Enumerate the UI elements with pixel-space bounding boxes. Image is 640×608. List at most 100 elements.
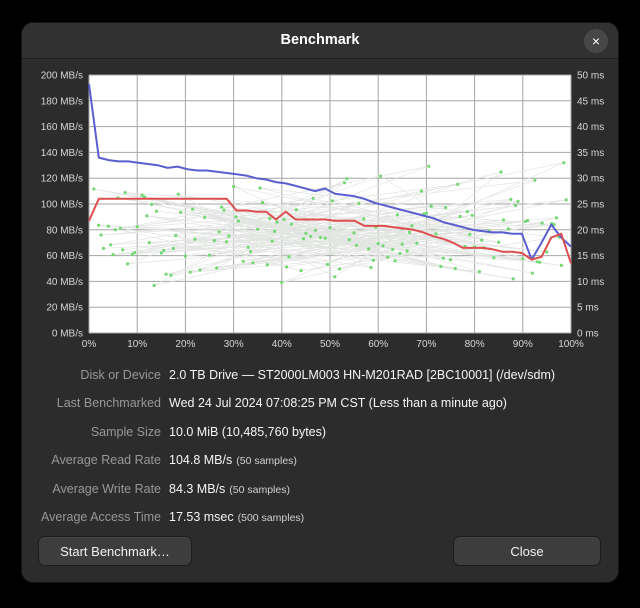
access-time-point: [101, 246, 106, 250]
access-time-point: [521, 257, 525, 261]
access-time-point: [220, 205, 224, 209]
right-axis-label: 10 ms: [577, 277, 604, 288]
right-axis-label: 15 ms: [577, 251, 604, 262]
access-time-point: [506, 227, 510, 231]
access-time-point: [562, 161, 566, 165]
x-axis-label: 20%: [175, 339, 195, 350]
access-time-point: [152, 283, 156, 288]
access-time-point: [191, 207, 195, 211]
access-time-point: [217, 230, 221, 234]
access-time-point: [367, 247, 371, 251]
right-axis-label: 0 ms: [577, 329, 599, 340]
access-time-point: [176, 192, 180, 196]
access-time-point: [441, 256, 445, 260]
right-axis-label: 45 ms: [577, 96, 604, 107]
access-time-point: [415, 241, 419, 245]
benchmark-chart: 200 MB/s 180 MB/s 160 MB/s 140 MB/s 120 MB/s…: [41, 71, 604, 351]
access-time-point: [429, 204, 433, 208]
access-time-point: [501, 218, 506, 222]
x-axis-label: 30%: [224, 339, 244, 350]
access-time-point: [212, 239, 216, 243]
access-time-point: [357, 201, 361, 206]
access-time-point: [111, 253, 115, 257]
access-time-point: [207, 253, 212, 257]
access-time-point: [241, 259, 245, 263]
start-benchmark-button[interactable]: Start Benchmark…: [38, 536, 192, 566]
access-time-point: [198, 268, 202, 272]
detail-value: 84.3 MB/s (50 samples): [169, 481, 290, 496]
left-axis-label: 100 MB/s: [41, 200, 83, 211]
access-time-point: [246, 245, 250, 249]
access-time-point: [123, 191, 127, 195]
access-time-point: [282, 217, 286, 222]
access-time-point: [465, 210, 469, 214]
access-time-point: [188, 270, 192, 274]
access-time-point: [215, 266, 219, 270]
left-axis-label: 140 MB/s: [41, 148, 83, 159]
detail-label: Average Access Time: [41, 509, 161, 524]
access-time-point: [434, 232, 438, 236]
access-time-point: [232, 184, 236, 189]
access-time-point: [260, 200, 265, 205]
access-time-point: [439, 264, 443, 268]
access-time-point: [147, 241, 151, 245]
read-rate-line: [88, 83, 572, 261]
detail-row-avg-read-rate: Average Read Rate 104.8 MB/s (50 samples): [22, 446, 618, 474]
access-time-point: [150, 202, 154, 207]
access-time-point: [273, 229, 277, 233]
access-time-point: [174, 233, 178, 238]
detail-label: Average Read Rate: [51, 453, 161, 468]
access-time-point: [169, 273, 173, 277]
access-time-point: [109, 243, 113, 247]
access-time-point: [371, 258, 375, 262]
access-time-point: [535, 260, 539, 264]
access-time-point: [526, 218, 530, 223]
benchmark-details: Disk or Device 2.0 TB Drive — ST2000LM00…: [22, 361, 618, 531]
detail-row-avg-access-time: Average Access Time 17.53 msec (500 sampl…: [22, 503, 618, 531]
access-time-point: [328, 226, 332, 230]
access-time-point: [318, 235, 322, 240]
access-time-point: [492, 256, 496, 260]
access-time-point: [554, 216, 559, 220]
access-time-point: [258, 186, 262, 190]
access-time-point: [369, 265, 373, 270]
detail-label: Disk or Device: [80, 368, 161, 382]
close-button[interactable]: Close: [453, 536, 601, 566]
access-time-point: [113, 228, 118, 232]
access-time-point: [275, 220, 279, 224]
titlebar: Benchmark ×: [22, 23, 618, 59]
detail-label: Average Write Rate: [52, 481, 161, 496]
left-axis-label: 80 MB/s: [46, 225, 83, 236]
x-axis-label: 50%: [320, 339, 340, 350]
detail-row-sample-size: Sample Size 10.0 MiB (10,485,760 bytes): [22, 418, 618, 446]
access-time-point: [338, 267, 342, 271]
access-time-point: [118, 226, 122, 230]
access-time-point: [407, 230, 412, 234]
access-time-point: [193, 237, 197, 241]
detail-label: Sample Size: [90, 424, 161, 439]
access-time-point: [342, 181, 347, 185]
close-icon[interactable]: ×: [584, 29, 608, 53]
access-time-point: [333, 275, 337, 279]
access-time-point: [540, 221, 544, 225]
access-time-point: [564, 198, 568, 202]
access-time-point: [398, 251, 402, 256]
right-axis-label: 35 ms: [577, 148, 604, 159]
dialog-title: Benchmark: [280, 32, 360, 48]
access-time-point: [381, 244, 385, 248]
access-time-point: [352, 231, 356, 235]
access-time-point: [97, 223, 101, 227]
access-time-point: [248, 249, 253, 254]
access-time-point: [410, 224, 414, 228]
detail-row-last-benchmarked: Last Benchmarked Wed 24 Jul 2024 07:08:2…: [22, 389, 618, 417]
access-time-point: [142, 195, 146, 199]
access-time-point: [514, 203, 518, 208]
access-time-point: [393, 259, 397, 263]
detail-value: Wed 24 Jul 2024 07:08:25 PM CST (Less th…: [169, 396, 507, 411]
access-time-point: [294, 208, 298, 212]
x-axis-label: 80%: [465, 339, 485, 350]
access-time-point: [499, 170, 503, 174]
access-time-point: [533, 178, 537, 182]
access-time-point: [265, 263, 269, 267]
access-time-point: [347, 238, 351, 242]
